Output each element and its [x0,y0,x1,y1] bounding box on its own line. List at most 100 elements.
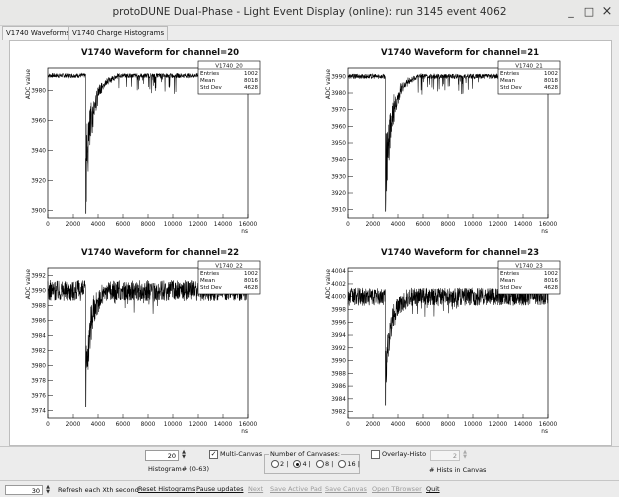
plot-title: V1740 Waveform for channel=22 [81,248,239,258]
x-tick-label: 6000 [416,422,431,428]
canvas-count-radio-2[interactable] [271,460,279,468]
x-tick-label: 4000 [391,422,406,428]
hists-in-canvas-input[interactable]: 2 [430,450,460,461]
canvas-count-option-label: 16 | [347,460,360,468]
x-tick-label: 16000 [539,422,558,428]
open-tbrowser-button[interactable]: Open TBrowser [372,485,422,493]
x-tick-label: 2000 [366,222,381,228]
next-button[interactable]: Next [248,485,264,493]
title-bar: protoDUNE Dual-Phase - Light Event Displ… [0,0,619,26]
y-tick-label: 3976 [31,394,46,400]
minimize-icon[interactable]: _ [568,5,574,18]
histogram-number-input[interactable]: 20 [145,450,179,461]
save-canvas-button[interactable]: Save Canvas [325,485,367,493]
stats-box [197,260,261,295]
waveform-trace [347,72,549,212]
hists-spin-arrows-icon[interactable]: ▲ ▼ [463,449,467,460]
canvas-count-option-label: 2 | [280,460,291,468]
stats-row-value: 4628 [544,285,558,291]
y-axis-label: ADC value [26,69,32,100]
x-tick-label: 6000 [416,222,431,228]
y-tick-label: 3992 [31,274,46,280]
y-tick-label: 3980 [31,89,46,95]
waveform-pad-2[interactable]: V1740 Waveform for channel=22 0 2000 4000 60… [26,248,261,435]
y-tick-label: 3986 [31,319,46,325]
x-tick-label: 14000 [514,422,533,428]
y-tick-label: 3980 [331,91,346,97]
y-tick-label: 3990 [331,359,346,365]
stats-row-label: Entries [200,271,219,277]
stats-row-value: 1002 [244,71,258,77]
reset-histograms-button[interactable]: Reset Histograms [138,485,196,493]
y-axis-label: ADC value [26,269,32,300]
y-tick-label: 3940 [31,149,46,155]
x-tick-label: 4000 [391,222,406,228]
waveform-canvas-svg[interactable]: V1740 Waveform for channel=20 0 2000 4000 60… [10,41,611,445]
x-tick-label: 4000 [91,422,106,428]
plot-title: V1740 Waveform for channel=21 [381,48,539,58]
stats-row-label: Std Dev [500,85,523,91]
hists-in-canvas-label: # Hists in Canvas [429,466,487,474]
plot-title: V1740 Waveform for channel=20 [81,48,239,58]
tab-v1740-charge-histograms[interactable]: V1740 Charge Histograms [68,26,169,40]
canvas-count-radio-16[interactable] [338,460,347,468]
y-tick-label: 3960 [331,124,346,130]
y-tick-label: 3984 [331,397,346,403]
y-tick-label: 3994 [331,333,346,339]
histogram-number-label: Histogram# (0-63) [148,465,210,473]
y-tick-label: 3982 [31,349,46,355]
multi-canvas-checkbox[interactable]: ✓ [209,450,218,459]
window-title: protoDUNE Dual-Phase - Light Event Displ… [112,6,507,18]
x-tick-label: 0 [346,422,350,428]
stats-name: V1740_21 [515,63,543,69]
root-canvas[interactable]: V1740 Waveform for channel=20 0 2000 4000 60… [9,40,612,446]
close-icon[interactable]: × [601,4,613,19]
stats-row-label: Mean [200,278,215,284]
waveform-pad-0[interactable]: V1740 Waveform for channel=20 0 2000 4000 60… [26,48,261,235]
histogram-spin-arrows-icon[interactable]: ▲ ▼ [182,449,186,460]
stats-name: V1740_23 [515,263,543,269]
x-tick-label: 16000 [539,222,558,228]
stats-name: V1740_20 [215,63,243,69]
quit-button[interactable]: Quit [426,485,440,493]
maximize-icon[interactable]: □ [583,5,595,18]
stats-row-value: 8018 [244,78,258,84]
refresh-spin-arrows-icon[interactable]: ▲ ▼ [46,484,50,495]
y-tick-label: 3900 [31,209,46,215]
checkmark-icon: ✓ [210,450,217,458]
number-of-canvases-label: Number of Canvases: [269,450,341,458]
x-tick-label: 2000 [66,422,81,428]
pause-updates-button[interactable]: Pause updates [196,485,244,493]
stats-row-value: 1002 [244,271,258,277]
x-axis-label: ns [241,429,248,435]
save-active-pad-button[interactable]: Save Active Pad [270,485,322,493]
y-tick-label: 3940 [331,158,346,164]
y-tick-label: 4004 [331,269,346,275]
refresh-interval-input[interactable]: 30 [5,485,43,495]
y-tick-label: 3982 [331,410,346,416]
y-tick-label: 3974 [31,409,46,415]
y-tick-label: 3988 [31,304,46,310]
x-axis-label: ns [541,229,548,235]
stats-name: V1740_22 [215,263,243,269]
waveform-pad-1[interactable]: V1740 Waveform for channel=21 0 2000 4000 60… [326,48,561,235]
y-tick-label: 3980 [31,364,46,370]
waveform-pad-3[interactable]: V1740 Waveform for channel=23 0 2000 4000 60… [326,248,561,435]
stats-row-value: 1002 [544,71,558,77]
y-tick-label: 3996 [331,320,346,326]
overlay-histo-checkbox[interactable] [371,450,380,459]
x-tick-label: 4000 [91,222,106,228]
stats-row-label: Std Dev [200,85,223,91]
waveform-trace [47,279,249,408]
x-tick-label: 8000 [141,222,156,228]
x-tick-label: 0 [346,222,350,228]
y-tick-label: 3950 [331,141,346,147]
x-tick-label: 10000 [164,222,183,228]
canvas-count-radio-8[interactable] [315,460,324,468]
x-tick-label: 0 [46,222,50,228]
x-axis-label: ns [541,429,548,435]
tab-v1740-waveforms[interactable]: V1740 Waveforms [2,26,75,40]
x-axis-label: ns [241,229,248,235]
canvas-count-radio-4[interactable] [293,460,302,468]
canvas-count-option-label: 8 | [324,460,336,468]
